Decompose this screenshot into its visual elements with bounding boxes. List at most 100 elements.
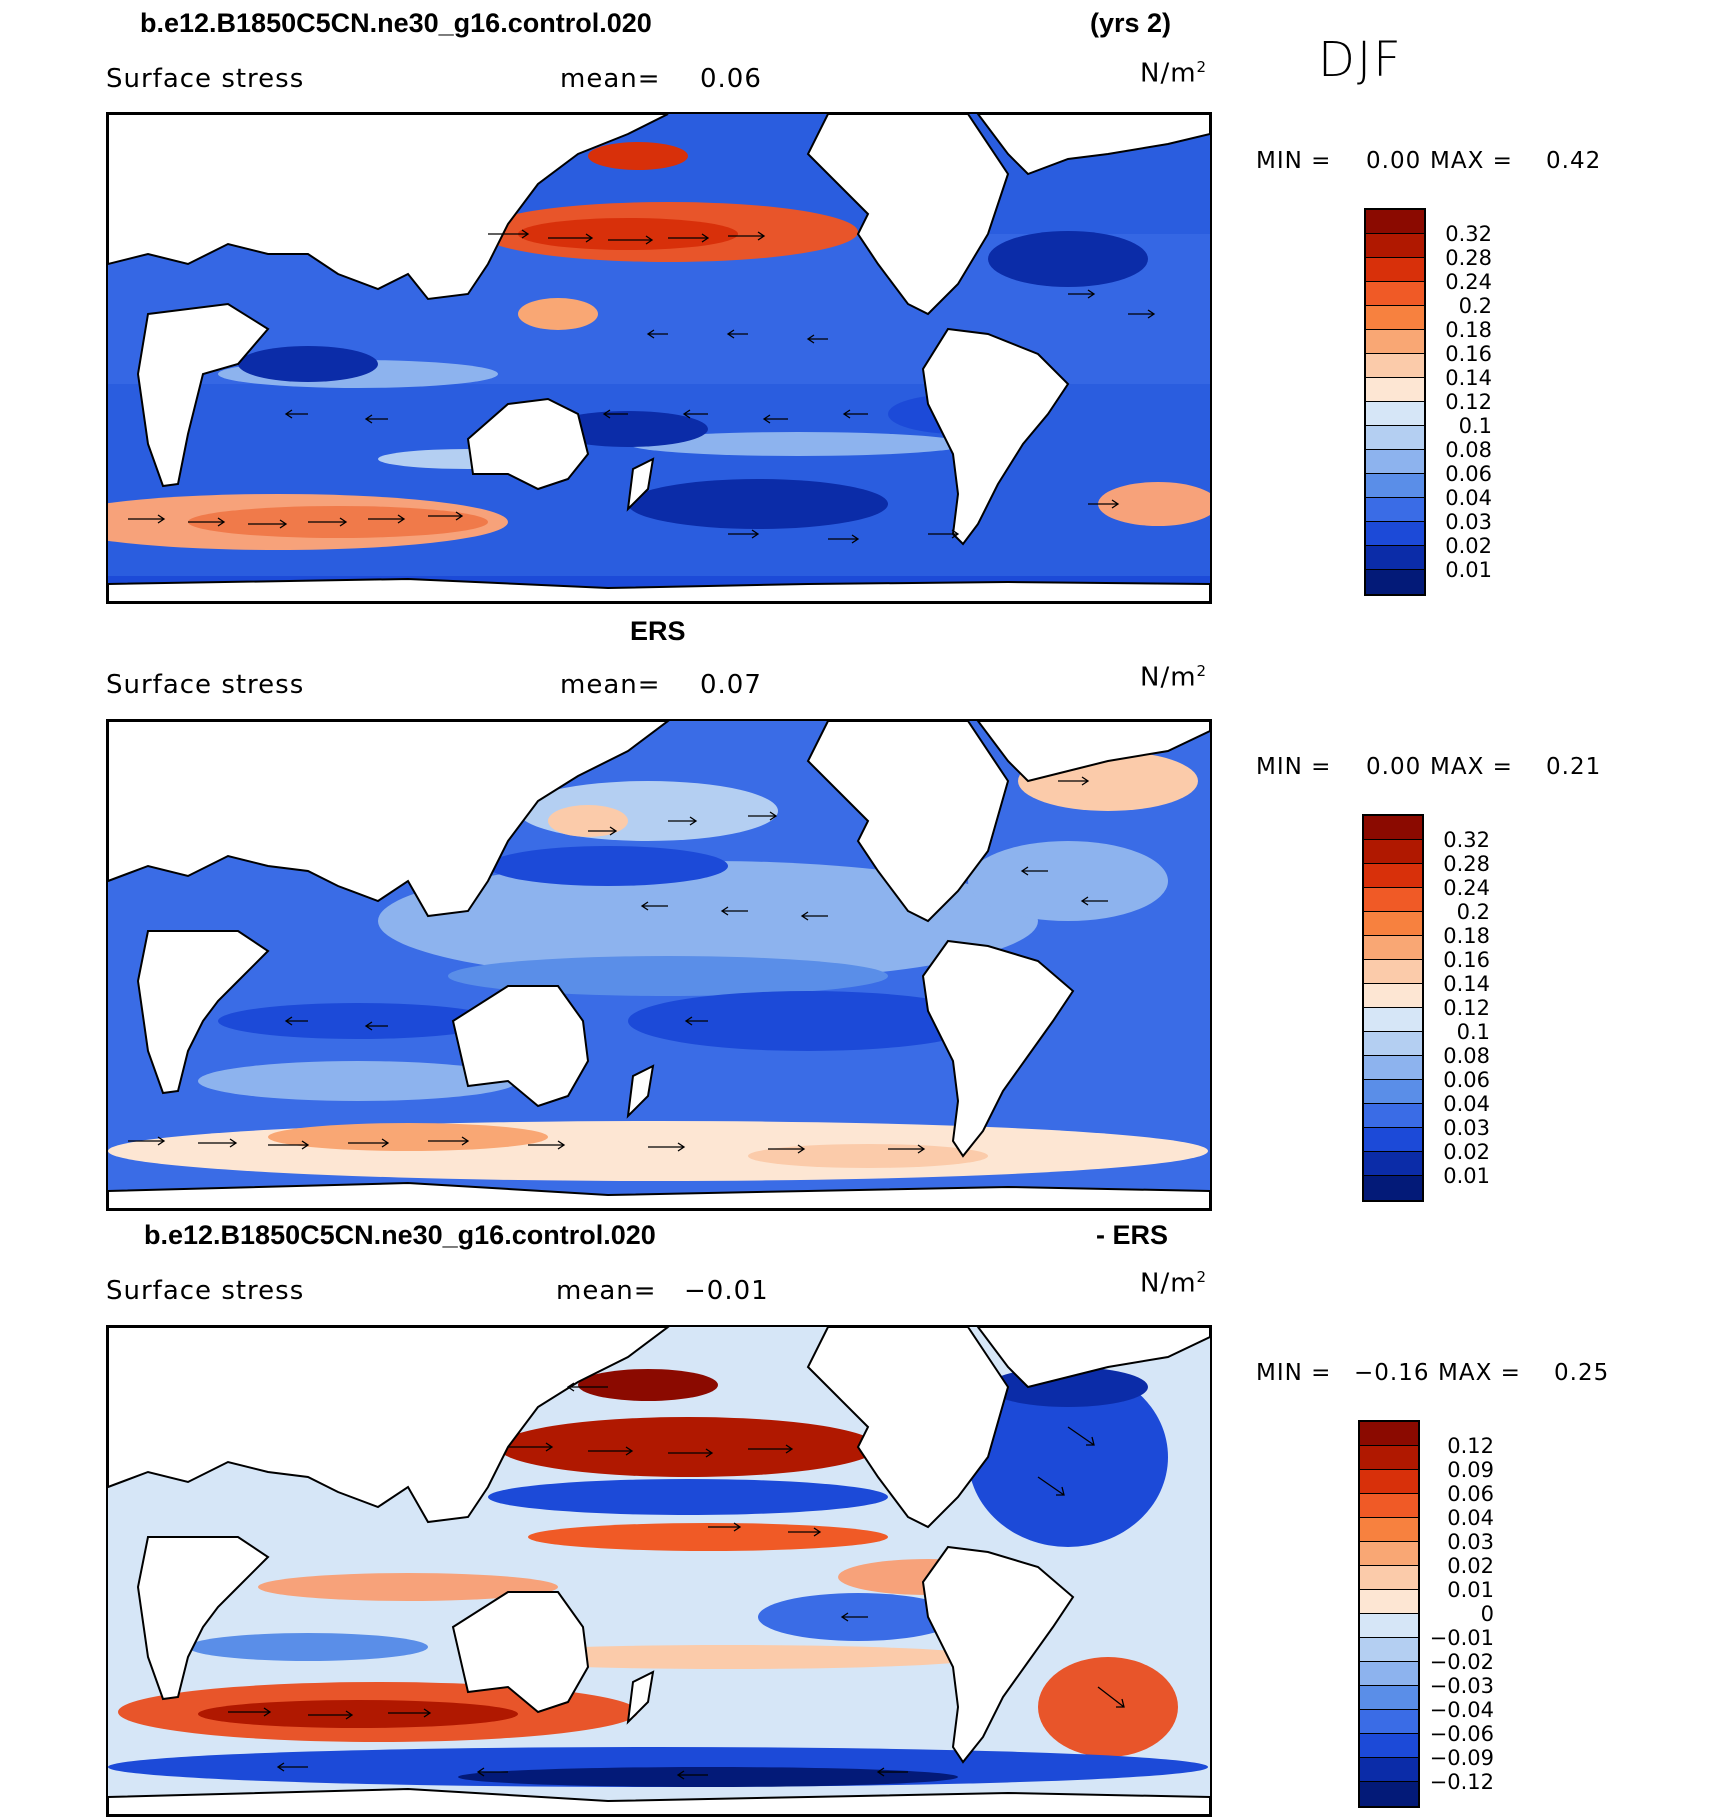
colorbar-swatch <box>1360 1758 1418 1782</box>
panel3-wind-arrows <box>228 1382 1125 1780</box>
colorbar-level-label: 0.1 <box>1458 414 1492 438</box>
colorbar-swatch <box>1364 1152 1422 1176</box>
panel2-mean-value: 0.07 <box>700 670 762 700</box>
panel2-map-field <box>108 721 1210 1209</box>
colorbar-level-label: 0.04 <box>1445 486 1492 510</box>
colorbar-level-label: 0.32 <box>1445 222 1492 246</box>
panel2-stress-field <box>108 751 1208 1181</box>
colorbar-swatch <box>1364 912 1422 936</box>
panel1-max-value: 0.42 <box>1546 148 1602 174</box>
panel3-mean-label: mean= <box>556 1276 657 1306</box>
colorbar-level-label: 0.24 <box>1445 270 1492 294</box>
panel1-variable: Surface stress <box>106 64 305 94</box>
panel2-land <box>108 721 1210 1209</box>
colorbar-level-label: 0.12 <box>1447 1434 1494 1458</box>
colorbar-swatch <box>1366 234 1424 258</box>
panel3-colorbar <box>1358 1420 1420 1808</box>
colorbar-level-label: 0.2 <box>1456 900 1490 924</box>
colorbar-level-label: 0.28 <box>1443 852 1490 876</box>
colorbar-swatch <box>1366 378 1424 402</box>
colorbar-level-label: 0.28 <box>1445 246 1492 270</box>
colorbar-swatch <box>1366 522 1424 546</box>
colorbar-swatch <box>1360 1446 1418 1470</box>
colorbar-swatch <box>1364 1080 1422 1104</box>
panel2-colorbar <box>1362 814 1424 1202</box>
colorbar-level-label: −0.09 <box>1429 1746 1494 1770</box>
colorbar-swatch <box>1360 1734 1418 1758</box>
panel1-years: (yrs 2) <box>1090 8 1172 38</box>
colorbar-level-label: 0 <box>1480 1602 1494 1626</box>
panel2-mean-label: mean= <box>560 670 661 700</box>
panel3-min-value: −0.16 <box>1354 1360 1430 1386</box>
colorbar-swatch <box>1360 1518 1418 1542</box>
colorbar-swatch <box>1360 1470 1418 1494</box>
colorbar-level-label: −0.06 <box>1429 1722 1494 1746</box>
colorbar-level-label: 0.18 <box>1445 318 1492 342</box>
colorbar-level-label: 0.01 <box>1447 1578 1494 1602</box>
colorbar-level-label: 0.02 <box>1445 534 1492 558</box>
colorbar-swatch <box>1360 1686 1418 1710</box>
colorbar-level-label: 0.01 <box>1445 558 1492 582</box>
panel3-mean-value: −0.01 <box>684 1276 769 1306</box>
panel1-colorbar-labels: 0.32 0.28 0.24 0.2 0.18 0.16 0.14 0.12 0.1 0.08 0.… <box>1430 208 1492 592</box>
panel1-case-title: b.e12.B1850C5CN.ne30_g16.control.020 <box>140 8 652 38</box>
colorbar-swatch <box>1360 1782 1418 1806</box>
panel2-wind-arrows <box>128 776 1108 1154</box>
panel2-max-value: 0.21 <box>1546 754 1602 780</box>
colorbar-swatch <box>1364 960 1422 984</box>
colorbar-swatch <box>1366 402 1424 426</box>
colorbar-level-label: 0.09 <box>1447 1458 1494 1482</box>
panel1-map <box>106 112 1212 604</box>
panel3-minus-obs: - ERS <box>1096 1220 1169 1250</box>
colorbar-level-label: 0.2 <box>1458 294 1492 318</box>
colorbar-swatch <box>1366 570 1424 594</box>
colorbar-level-label: 0.01 <box>1443 1164 1490 1188</box>
colorbar-level-label: −0.02 <box>1429 1650 1494 1674</box>
panel3-colorbar-labels: 0.12 0.09 0.06 0.04 0.03 0.02 0.01 0 −0.01 −0.02−… <box>1428 1420 1494 1804</box>
colorbar-level-label: 0.06 <box>1447 1482 1494 1506</box>
colorbar-level-label: 0.03 <box>1445 510 1492 534</box>
panel1-land <box>108 114 1210 602</box>
panel3-case-title: b.e12.B1850C5CN.ne30_g16.control.020 <box>144 1220 656 1250</box>
colorbar-level-label: −0.01 <box>1429 1626 1494 1650</box>
colorbar-level-label: 0.16 <box>1443 948 1490 972</box>
colorbar-swatch <box>1366 426 1424 450</box>
panel3-units: N/m2 <box>1140 1268 1208 1299</box>
panel3-max-value: 0.25 <box>1554 1360 1610 1386</box>
colorbar-swatch <box>1360 1638 1418 1662</box>
colorbar-level-label: 0.16 <box>1445 342 1492 366</box>
colorbar-swatch <box>1366 282 1424 306</box>
panel2-units: N/m2 <box>1140 662 1208 693</box>
colorbar-swatch <box>1360 1494 1418 1518</box>
colorbar-level-label: 0.08 <box>1443 1044 1490 1068</box>
panel1-min-label: MIN = <box>1256 148 1332 174</box>
colorbar-level-label: 0.1 <box>1456 1020 1490 1044</box>
colorbar-swatch <box>1366 330 1424 354</box>
colorbar-level-label: 0.03 <box>1443 1116 1490 1140</box>
colorbar-swatch <box>1360 1662 1418 1686</box>
panel3-map-field <box>108 1327 1210 1815</box>
panel2-max-label: MAX = <box>1430 754 1513 780</box>
panel2-map <box>106 719 1212 1211</box>
colorbar-swatch <box>1364 1128 1422 1152</box>
panel1-units: N/m2 <box>1140 58 1208 89</box>
colorbar-swatch <box>1360 1422 1418 1446</box>
colorbar-swatch <box>1366 306 1424 330</box>
panel1-max-label: MAX = <box>1430 148 1513 174</box>
colorbar-swatch <box>1364 1008 1422 1032</box>
colorbar-swatch <box>1364 864 1422 888</box>
panel3-min-label: MIN = <box>1256 1360 1332 1386</box>
colorbar-level-label: 0.03 <box>1447 1530 1494 1554</box>
colorbar-swatch <box>1364 984 1422 1008</box>
colorbar-swatch <box>1360 1710 1418 1734</box>
colorbar-swatch <box>1364 840 1422 864</box>
colorbar-swatch <box>1360 1614 1418 1638</box>
panel3-map <box>106 1325 1212 1817</box>
panel2-min-value: 0.00 <box>1366 754 1422 780</box>
colorbar-swatch <box>1366 258 1424 282</box>
colorbar-level-label: 0.06 <box>1443 1068 1490 1092</box>
colorbar-level-label: 0.04 <box>1443 1092 1490 1116</box>
colorbar-swatch <box>1366 546 1424 570</box>
panel1-map-field <box>108 114 1210 602</box>
colorbar-level-label: 0.02 <box>1447 1554 1494 1578</box>
